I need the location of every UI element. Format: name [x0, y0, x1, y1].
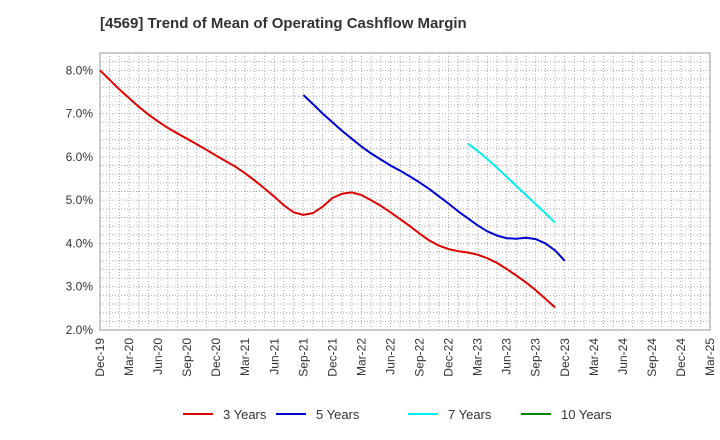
x-tick-label: Dec-19 [93, 338, 107, 377]
x-tick-label: Sep-21 [296, 338, 310, 377]
series-line [99, 69, 556, 309]
x-tick-label: Jun-20 [151, 338, 165, 375]
x-tick-label: Sep-24 [645, 338, 659, 377]
x-tick-label: Sep-22 [413, 338, 427, 377]
x-tick-label: Mar-21 [238, 338, 252, 376]
y-tick-label: 5.0% [66, 193, 94, 207]
x-tick-label: Dec-20 [209, 338, 223, 377]
plot-area [99, 52, 711, 331]
x-tick-label: Jun-21 [267, 338, 281, 375]
x-axis: Dec-19 Mar-20 Jun-20 Sep-20 Dec-20 Mar-21 Jun-… [93, 338, 717, 377]
x-tick-label: Mar-22 [354, 338, 368, 376]
legend-label: 7 Years [448, 407, 492, 422]
x-tick-label: Sep-20 [180, 338, 194, 377]
x-tick-label: Mar-25 [703, 338, 717, 376]
y-tick-label: 6.0% [66, 150, 94, 164]
x-tick-label: Dec-24 [674, 338, 688, 377]
series-lines [99, 69, 566, 309]
y-tick-label: 2.0% [66, 323, 94, 337]
y-tick-label: 4.0% [66, 236, 94, 250]
x-tick-label: Sep-23 [529, 338, 543, 377]
legend: 3 Years 5 Years 7 Years 10 Years [183, 407, 612, 422]
x-tick-label: Jun-22 [383, 338, 397, 375]
x-tick-label: Dec-22 [442, 338, 456, 377]
y-tick-label: 8.0% [66, 63, 94, 77]
x-tick-label: Jun-23 [500, 338, 514, 375]
x-tick-label: Mar-24 [587, 338, 601, 376]
y-axis: 2.0% 3.0% 4.0% 5.0% 6.0% 7.0% 8.0% [66, 63, 94, 337]
series-line [302, 94, 566, 262]
x-tick-label: Jun-24 [616, 338, 630, 375]
y-tick-label: 3.0% [66, 280, 94, 294]
y-tick-label: 7.0% [66, 107, 94, 121]
series-line [467, 142, 556, 224]
x-tick-label: Dec-21 [325, 338, 339, 377]
grid [100, 53, 710, 330]
legend-label: 10 Years [561, 407, 612, 422]
x-tick-label: Mar-23 [471, 338, 485, 376]
x-tick-label: Mar-20 [122, 338, 136, 376]
x-tick-label: Dec-23 [558, 338, 572, 377]
legend-label: 3 Years [223, 407, 267, 422]
legend-label: 5 Years [316, 407, 360, 422]
chart-title: [4569] Trend of Mean of Operating Cashfl… [100, 15, 467, 32]
